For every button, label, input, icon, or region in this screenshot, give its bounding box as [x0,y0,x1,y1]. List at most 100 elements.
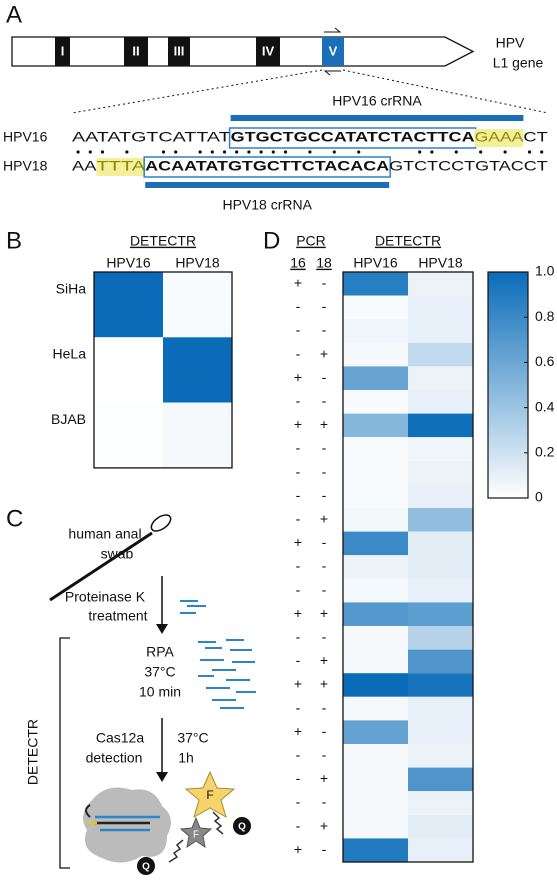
match-dot [210,150,214,154]
pcr-result: - [322,440,327,456]
dna-fragments [180,600,256,709]
match-dot [247,150,251,154]
pcr-result: - [322,699,327,715]
gene-label: HPV [496,35,525,51]
heatmap-cell [408,767,473,792]
heatmap-cell [408,460,473,485]
target-box [143,156,391,178]
sequence-name: HPV16 [3,129,48,145]
colorbar-tick-label: 1.0 [535,263,555,279]
column-label: HPV16 [353,255,398,271]
pcr-result: - [322,581,327,597]
heatmap-cell [343,626,408,650]
sequence-segment: TTTA [96,158,146,174]
fluorophore [184,770,236,819]
pcr-column-label: 16 [290,255,306,271]
pcr-result: - [296,487,301,503]
match-dot [527,150,532,154]
pcr-result: - [322,393,327,409]
heatmap-cell [343,673,408,697]
heatmap-cell [94,402,163,468]
pcr-result: + [320,511,328,527]
sequence-segment: AATATGTCATTAT [72,129,231,145]
pcr-column-label: 18 [316,255,332,271]
pcr-result: - [322,841,327,857]
match-dot [76,150,80,154]
pcr-result: - [322,558,327,574]
match-dot [418,150,422,154]
exon [168,37,190,66]
pcr-result: - [296,747,301,763]
zoom-line [71,69,323,114]
heatmap-cell [408,437,473,461]
heatmap-cell [343,649,408,674]
pcr-result: - [322,487,327,503]
match-dot [332,150,336,154]
panel-label: C [6,505,23,532]
heatmap-cell [343,319,408,343]
sequence-segment: ACAATATGTGCTTCTACACA [145,158,389,174]
reporter-strand [212,811,224,835]
heatmap-cell [343,814,408,839]
bracket [59,637,70,869]
match-dot [198,150,202,154]
crrna-label: HPV16 crRNA [332,93,422,109]
match-dot [174,150,178,154]
pcr-result: + [320,605,328,621]
pcr-result: - [296,345,301,361]
arrowhead [156,772,168,782]
pcr-result: + [294,841,302,857]
exon [124,37,148,66]
pcr-result: - [322,322,327,338]
row-label: BJAB [51,411,86,427]
heatmap-cell [163,337,232,403]
match-dot [308,150,312,154]
pcr-result: - [322,298,327,314]
sequence-segment: GAAA [475,129,525,145]
match-dot [259,150,263,154]
column-header: DETECTR [375,233,441,249]
pam-highlight [96,158,146,176]
pcr-result: - [296,770,301,786]
pcr-result: + [320,652,328,668]
pcr-result: - [296,463,301,479]
colorbar-tick-label: 0 [535,489,543,505]
pam-highlight [474,129,524,147]
heatmap-cell [408,744,473,768]
heatmap-cell [343,531,408,556]
heatmap-cell [408,413,473,438]
heatmap-cell [343,460,408,485]
heatmap-cell [343,508,408,532]
pcr-result: + [320,676,328,692]
quencher-label: Q [142,862,150,873]
step-text: human anal [68,526,141,542]
colorbar [487,271,529,499]
pcr-result: - [322,369,327,385]
arrowhead [156,624,168,634]
match-dot [479,150,483,154]
step-text: Cas12a [96,730,144,746]
exon [322,37,344,66]
pcr-result: - [296,652,301,668]
gene-body [11,36,475,67]
exon [256,37,280,66]
crrna-label: HPV18 crRNA [222,197,312,213]
quencher [233,817,251,835]
cas12a-complex [83,787,171,863]
sequence-segment: AA [72,158,97,174]
heatmap-cell [343,791,408,815]
pcr-result: + [294,534,302,550]
panel-label: A [6,1,22,28]
pcr-result: + [294,676,302,692]
match-dot [125,150,129,154]
step-text: Proteinase K [65,589,146,605]
heatmap-cell [408,531,473,556]
sequence-segment: GTGCTGCCATATCTACTTCA [231,129,475,145]
heatmap-frame [342,271,474,863]
heatmap-cell [408,602,473,626]
primer-arrow [324,27,342,33]
exon-label: II [132,43,139,58]
pcr-header: PCR [296,233,326,249]
heatmap-cell [408,838,473,862]
